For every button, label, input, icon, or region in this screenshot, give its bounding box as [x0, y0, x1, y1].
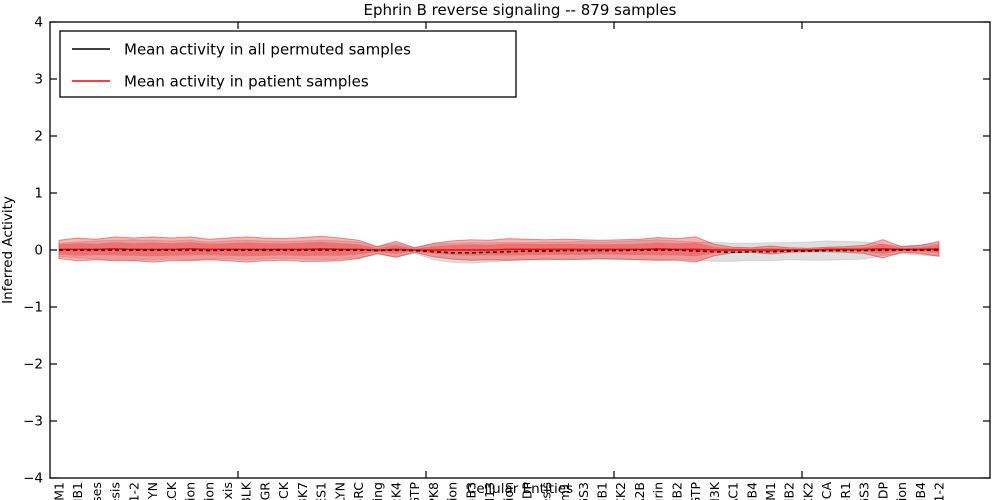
x-category-label: cell-cell signaling [370, 482, 385, 500]
y-tick-label: 2 [34, 129, 43, 145]
y-tick-label: 1 [34, 186, 43, 202]
x-category-label: Rac1/GTP [688, 482, 703, 500]
legend-box [59, 30, 517, 98]
x-category-label: regulation of stress fiber formation [201, 482, 216, 500]
x-category-label: RGS3 [857, 482, 872, 500]
x-category-label: DNM1 [52, 482, 67, 500]
x-category-label: PIK3R1 [838, 482, 853, 500]
legend-label: Mean activity in patient samples [124, 73, 369, 91]
x-category-label: YES1 [314, 482, 329, 500]
x-category-label: Rac1/GDP [875, 482, 890, 500]
x-category-label: Ephrin B2/EPHB1-2 [932, 482, 947, 500]
x-category-label: MAP3K7 [295, 482, 310, 500]
x-category-label: LCK [164, 481, 179, 500]
y-tick-label: −3 [23, 414, 43, 430]
x-category-label: FYN [145, 482, 160, 500]
x-category-label: ITGB3 [463, 482, 478, 500]
x-category-label: FGR [257, 482, 272, 500]
x-category-label: Ephrin B1/EPHB1-2/Tiam1 [557, 482, 572, 500]
x-category-label: MAPK8 [426, 482, 441, 500]
chart-title: Ephrin B reverse signaling -- 879 sample… [363, 1, 676, 19]
x-category-label: alphaIIb/beta3 Integrin [651, 482, 666, 500]
x-category-label: ITGA2B [632, 482, 647, 500]
x-category-label: Ephrin B1/EPHB1-2/Src Family Kinases [89, 482, 104, 500]
x-category-label: PI3K [707, 481, 722, 500]
y-axis-label: Inferred Activity [0, 196, 16, 304]
x-category-label: Ephrin B1/EPHB1-2/RGS3 [576, 482, 591, 500]
x-category-label: MAP2K4 [389, 482, 404, 500]
x-category-label: RAC1 [726, 482, 741, 500]
y-tick-label: −1 [23, 300, 43, 316]
x-category-label: angiogenesis [108, 482, 123, 500]
x-category-label: cell adhesion [445, 482, 460, 500]
x-category-label: HCK [276, 481, 291, 500]
x-category-label: BLK [239, 481, 254, 500]
y-tick-label: −4 [23, 471, 43, 487]
patient-mean-line [59, 248, 940, 251]
x-category-label: EPHB1 [594, 482, 609, 500]
x-category-label: PIK3CA [819, 482, 834, 500]
x-category-label: chemotaxis [220, 482, 235, 500]
x-category-label: neuron projection morphogenesis [538, 482, 553, 500]
x-category-label: SRC [351, 482, 366, 500]
legend-label: Mean activity in all permuted samples [124, 41, 411, 59]
x-category-label: PTPN13 [482, 482, 497, 500]
x-category-label: Ephrin B1/EPHB1-2/NCK2 [613, 482, 628, 500]
x-category-label: regulation of focal adhesion formation [183, 482, 198, 500]
x-category-label: endothelial cell proliferation [894, 482, 909, 500]
x-category-label: EFNB1 [70, 482, 85, 500]
x-category-label: Ephrin B2/EPHB4 [913, 482, 928, 500]
y-tick-label: 0 [34, 243, 43, 259]
y-tick-label: 3 [34, 72, 43, 88]
x-category-label: Ephrin B1/EPHB1-2 [126, 482, 141, 500]
y-tick-label: −2 [23, 357, 43, 373]
x-axis-label: Cellular Entities [467, 481, 573, 497]
x-category-label: mol:GTP [407, 482, 422, 500]
x-category-label: LYN [332, 482, 347, 500]
x-category-label: endothelial cell migration [501, 482, 516, 500]
x-category-label: mol:GDP [520, 482, 535, 500]
x-category-label: TIAM1 [763, 482, 778, 500]
x-category-label: EFNB2 [782, 482, 797, 500]
y-tick-label: 4 [34, 15, 43, 31]
permuted-std-band [58, 239, 940, 264]
x-category-label: EPHB2 [669, 482, 684, 500]
x-category-label: NCK2 [800, 482, 815, 500]
x-category-label: EPHB4 [744, 482, 759, 500]
